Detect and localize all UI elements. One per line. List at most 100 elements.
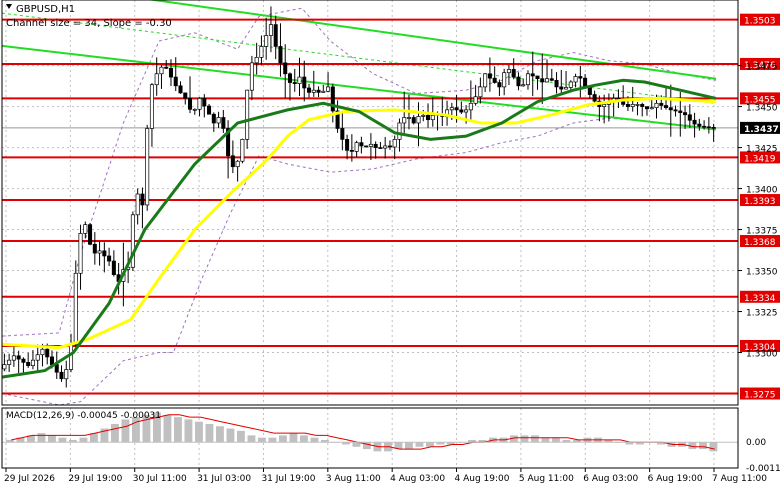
candle-body <box>454 107 459 111</box>
candle-body <box>21 358 26 363</box>
collapse-arrow-icon[interactable] <box>6 4 12 9</box>
macd-histogram-bar <box>37 433 46 443</box>
macd-histogram-bar <box>394 442 403 450</box>
level-price-box <box>740 339 780 352</box>
candle-body <box>530 73 535 77</box>
candle-body <box>73 272 78 345</box>
moving-average-fast <box>1 78 717 379</box>
level-price-label: 1.3419 <box>744 154 776 164</box>
macd-histogram-bar <box>625 442 634 445</box>
candle-body <box>535 75 540 80</box>
candle-body <box>449 107 454 111</box>
candle-body <box>397 122 402 140</box>
candle-body <box>354 142 359 152</box>
macd-histogram-bar <box>237 430 245 443</box>
candle-body <box>92 243 97 254</box>
channel-lower-line <box>1 44 717 131</box>
y-tick-label: 1.3400 <box>746 186 778 196</box>
macd-histogram-bar <box>604 439 613 443</box>
level-price-label: 1.3476 <box>744 61 776 71</box>
candle-body <box>335 110 340 129</box>
candle-body <box>549 78 554 81</box>
x-tick-label: 4 Aug 03:00 <box>390 474 445 484</box>
macd-histogram-bar <box>552 437 560 443</box>
candle-body <box>40 348 45 356</box>
macd-histogram-bar <box>184 419 193 443</box>
candle-body <box>145 128 150 206</box>
macd-histogram-bar <box>426 442 434 447</box>
candle-body <box>545 78 550 83</box>
moving-average-slow <box>1 96 717 350</box>
candle-body <box>559 86 564 90</box>
macd-histogram-bar <box>531 435 539 443</box>
macd-histogram-bar <box>205 423 214 443</box>
candle-body <box>307 87 312 93</box>
macd-histogram-bar <box>132 417 140 443</box>
macd-histogram-bar <box>688 442 697 450</box>
candle-body <box>525 73 530 86</box>
candle-body <box>373 143 378 148</box>
macd-histogram-bar <box>153 412 161 443</box>
x-tick-label: 29 Jul 2026 <box>4 474 55 484</box>
macd-histogram-bar <box>300 435 308 443</box>
candle-body <box>554 79 559 88</box>
candle-body <box>64 369 69 380</box>
candle-body <box>11 355 16 361</box>
candle-body <box>35 354 40 361</box>
candle-body <box>130 214 135 268</box>
macd-histogram-bar <box>415 442 424 447</box>
candle-body <box>411 117 416 124</box>
candle-body <box>26 362 31 366</box>
macd-signal-line <box>11 414 715 450</box>
macd-histogram-bar <box>478 439 487 443</box>
y-tick-label: 1.3325 <box>746 309 778 319</box>
x-tick-label: 31 Jul 19:00 <box>261 474 315 484</box>
candle-body <box>516 76 521 87</box>
candle-body <box>183 92 188 99</box>
candle-body <box>97 250 102 254</box>
candle-body <box>625 104 630 107</box>
candle-body <box>316 89 321 93</box>
candle-body <box>387 145 392 148</box>
macd-histogram-bar <box>111 423 119 443</box>
candle-body <box>59 371 64 380</box>
candle-body <box>268 24 273 36</box>
macd-histogram-bar <box>27 435 35 443</box>
level-price-label: 1.3275 <box>744 391 776 401</box>
candle-body <box>192 108 197 111</box>
candle-body <box>168 67 173 78</box>
macd-histogram-bar <box>216 426 224 443</box>
current-price-label: 1.3437 <box>744 125 779 135</box>
candle-body <box>464 109 469 113</box>
x-tick-label: 3 Aug 11:00 <box>326 474 381 484</box>
candle-body <box>273 24 278 47</box>
candle-body <box>287 73 292 83</box>
macd-histogram-bar <box>562 439 571 443</box>
candle-body <box>540 78 545 83</box>
candle-body <box>245 89 250 140</box>
candle-body <box>7 359 12 365</box>
candle-body <box>706 126 711 129</box>
candle-body <box>302 76 307 89</box>
channel-label: Channel size = 34, Slope = -0.30 <box>6 18 172 29</box>
macd-histogram-bar <box>342 442 350 445</box>
macd-histogram-bar <box>657 442 665 445</box>
candle-body <box>207 105 212 115</box>
macd-histogram-bar <box>69 439 77 443</box>
macd-histogram-bar <box>247 435 256 443</box>
x-tick-label: 6 Aug 03:00 <box>583 474 638 484</box>
candle-body <box>711 126 716 129</box>
candle-body <box>140 193 145 206</box>
macd-histogram-bar <box>100 428 109 443</box>
candle-body <box>592 94 597 102</box>
macd-histogram-bar <box>709 442 718 452</box>
candle-body <box>78 233 83 274</box>
candle-body <box>497 82 502 88</box>
candle-body <box>364 145 369 148</box>
support-resistance-levels: 1.35031.34761.34551.34191.33931.33681.33… <box>2 13 780 401</box>
x-tick-label: 7 Aug 11:00 <box>712 474 767 484</box>
candle-body <box>678 110 683 113</box>
level-price-box <box>740 387 780 400</box>
macd-y-tick-label: 0.00 <box>746 438 766 448</box>
